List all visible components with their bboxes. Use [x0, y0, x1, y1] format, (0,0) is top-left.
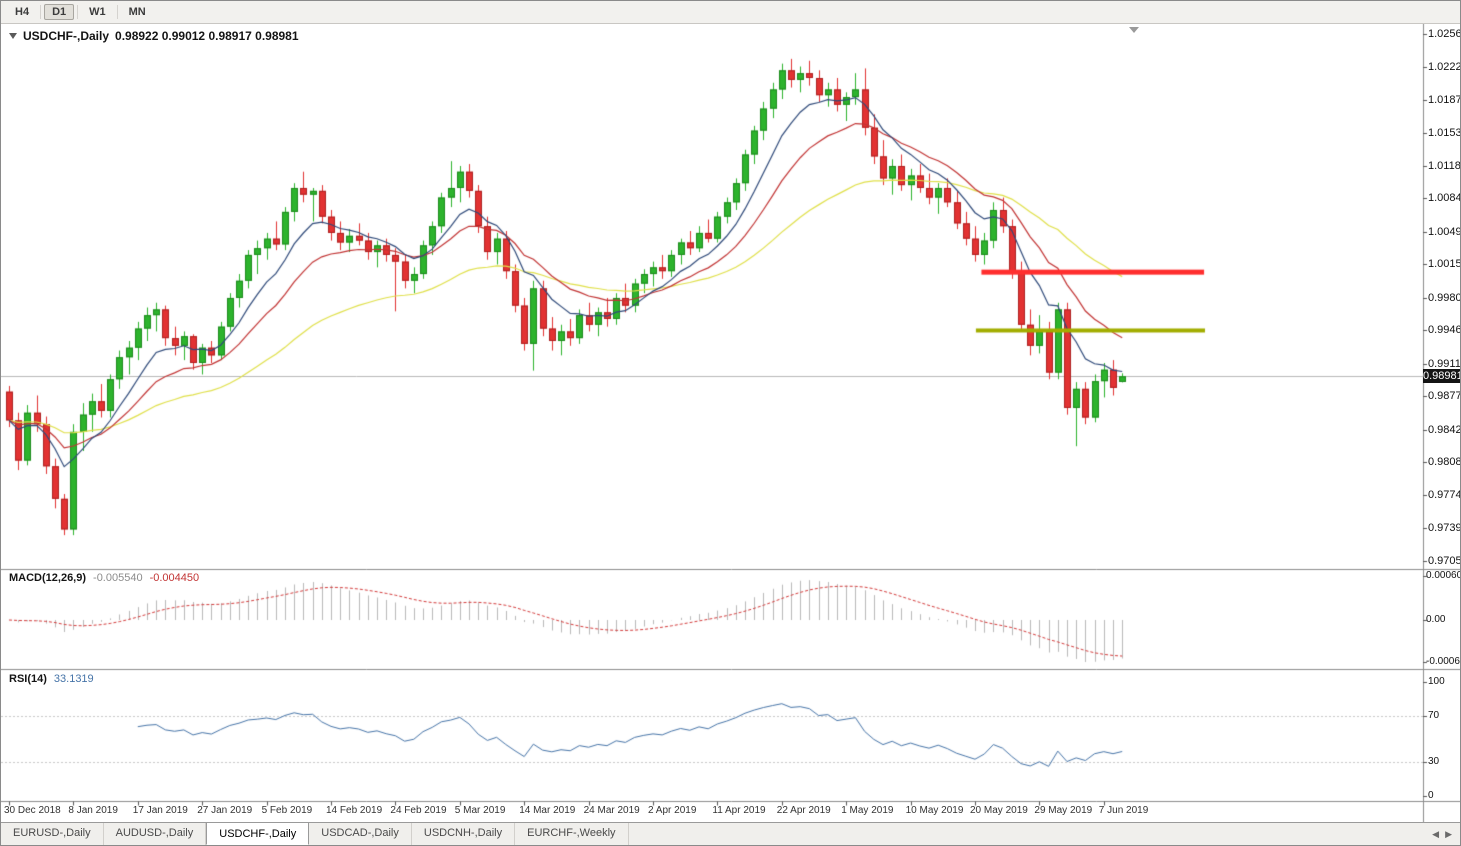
macd-axis-label: 0.00: [1426, 614, 1446, 625]
price-axis-label: 0.97050: [1428, 554, 1460, 567]
date-axis-label: 24 Feb 2019: [390, 805, 447, 816]
chart-title: USDCHF-,Daily 0.98922 0.99012 0.98917 0.…: [9, 29, 299, 43]
date-axis-label: 14 Mar 2019: [519, 805, 576, 816]
date-axis-label: 17 Jan 2019: [132, 805, 188, 816]
rsi-indicator-label: RSI(14) 33.1319: [9, 673, 94, 685]
date-axis-label: 29 May 2019: [1034, 805, 1093, 816]
date-axis-label: 5 Feb 2019: [261, 805, 313, 816]
date-axis-label: 7 Jun 2019: [1098, 805, 1149, 816]
price-axis-label: 1.00150: [1428, 258, 1460, 271]
date-axis-label: 11 Apr 2019: [712, 805, 766, 816]
date-axis-label: 10 May 2019: [905, 805, 964, 816]
rsi-name: RSI(14): [9, 673, 47, 685]
price-axis-label: 0.99460: [1428, 324, 1460, 337]
price-axis-label: 0.98770: [1428, 390, 1460, 403]
tab-scroll-nav: ◀ ▶: [1424, 823, 1460, 845]
chart-tabs-bar: EURUSD-,Daily AUDUSD-,Daily USDCHF-,Daily U…: [1, 822, 1460, 845]
price-axis-label: 0.99800: [1428, 291, 1460, 304]
macd-signal-value: -0.004450: [149, 572, 200, 584]
timeframe-mn-button[interactable]: MN: [121, 4, 154, 20]
tab-audusd-daily[interactable]: AUDUSD-,Daily: [104, 823, 207, 845]
timeframe-toolbar: H4 D1 W1 MN: [1, 1, 1460, 24]
rsi-axis-label: 30: [1428, 755, 1440, 767]
date-axis-label: 5 Mar 2019: [454, 805, 506, 816]
macd-indicator-label: MACD(12,26,9) -0.005540 -0.004450: [9, 572, 199, 584]
tabs-scroll-left-button[interactable]: ◀: [1432, 828, 1440, 839]
price-axis-label: 0.97740: [1428, 488, 1460, 501]
one-click-trading-arrow-icon[interactable]: [9, 33, 17, 39]
timeframe-w1-button[interactable]: W1: [81, 4, 114, 20]
chart-shift-marker-icon[interactable]: [1129, 27, 1139, 33]
price-axis-label: 1.02220: [1428, 60, 1460, 73]
current-price-badge: 0.98981: [1423, 369, 1461, 384]
price-axis-label: 0.97390: [1428, 522, 1460, 535]
timeframe-d1-button[interactable]: D1: [44, 4, 75, 20]
timeframe-h4-button[interactable]: H4: [7, 4, 37, 20]
date-axis-label: 24 Mar 2019: [583, 805, 640, 816]
tab-usdcnh-daily[interactable]: USDCNH-,Daily: [412, 823, 516, 845]
macd-axis-label: -0.0006096: [1426, 656, 1460, 667]
price-axis-label: 0.98080: [1428, 456, 1460, 469]
price-chart-canvas[interactable]: [1, 23, 1460, 825]
rsi-axis-label: 100: [1428, 676, 1445, 687]
date-axis-label: 2 Apr 2019: [648, 805, 697, 816]
symbol-period-label: USDCHF-,Daily: [23, 29, 110, 43]
price-axis-label: 1.00840: [1428, 192, 1460, 205]
price-axis-label: 1.01180: [1428, 159, 1461, 172]
date-axis-label: 1 May 2019: [841, 805, 894, 816]
macd-axis-label: 0.0006058: [1426, 570, 1460, 581]
date-axis-label: 14 Feb 2019: [326, 805, 383, 816]
tab-usdchf-daily[interactable]: USDCHF-,Daily: [206, 822, 310, 845]
ohlc-values: 0.98922 0.99012 0.98917 0.98981: [115, 29, 299, 43]
rsi-axis-label: 70: [1428, 710, 1440, 722]
tabs-scroll-right-button[interactable]: ▶: [1445, 828, 1452, 839]
toolbar-separator: [40, 5, 42, 19]
tab-eurusd-daily[interactable]: EURUSD-,Daily: [1, 823, 104, 845]
macd-main-value: -0.005540: [93, 572, 143, 584]
date-axis-label: 30 Dec 2018: [4, 805, 61, 816]
toolbar-separator: [77, 5, 79, 19]
date-axis-label: 20 May 2019: [970, 805, 1028, 816]
toolbar-separator: [116, 5, 118, 19]
date-axis-label: 27 Jan 2019: [197, 805, 253, 816]
macd-name: MACD(12,26,9): [9, 572, 87, 584]
rsi-axis-label: 0: [1428, 790, 1434, 801]
rsi-value: 33.1319: [53, 673, 94, 685]
price-axis-label: 1.01530: [1428, 126, 1460, 139]
price-axis-label: 1.00490: [1428, 225, 1460, 238]
date-axis-label: 8 Jan 2019: [68, 805, 118, 816]
date-axis-label: 22 Apr 2019: [776, 805, 831, 816]
tab-usdcad-daily[interactable]: USDCAD-,Daily: [309, 823, 412, 845]
tab-eurchf-weekly[interactable]: EURCHF-,Weekly: [515, 823, 629, 845]
price-axis-label: 0.98420: [1428, 423, 1460, 436]
price-axis-label: 1.01870: [1428, 93, 1460, 106]
price-axis-label: 1.02560: [1428, 28, 1460, 40]
